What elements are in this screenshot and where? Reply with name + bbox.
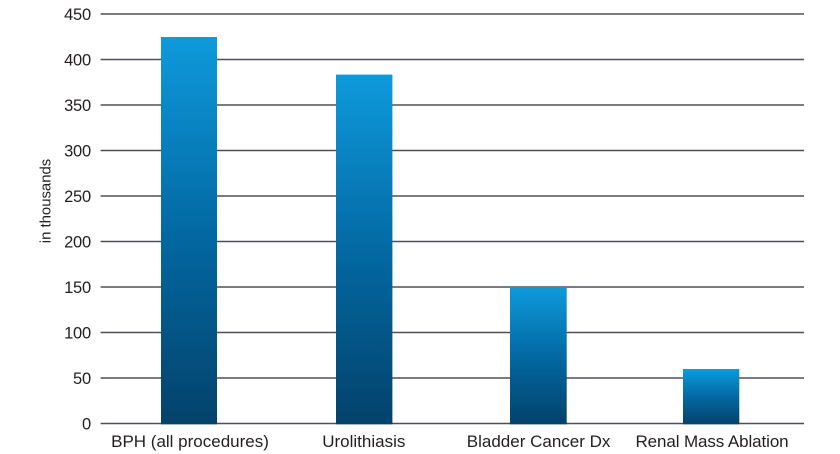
svg-text:150: 150 xyxy=(64,279,91,297)
svg-text:450: 450 xyxy=(64,6,91,24)
svg-text:300: 300 xyxy=(64,142,91,160)
svg-text:400: 400 xyxy=(64,51,91,69)
svg-text:200: 200 xyxy=(64,233,91,251)
svg-text:0: 0 xyxy=(82,415,91,433)
svg-text:Renal Mass Ablation: Renal Mass Ablation xyxy=(635,432,788,451)
svg-text:Urolithiasis: Urolithiasis xyxy=(322,432,405,451)
svg-text:100: 100 xyxy=(64,324,91,342)
svg-text:in thousands: in thousands xyxy=(38,159,54,243)
svg-text:Bladder Cancer Dx: Bladder Cancer Dx xyxy=(467,432,611,451)
svg-text:250: 250 xyxy=(64,188,91,206)
svg-text:50: 50 xyxy=(73,370,91,388)
svg-text:BPH (all procedures): BPH (all procedures) xyxy=(111,432,269,451)
svg-text:350: 350 xyxy=(64,97,91,115)
